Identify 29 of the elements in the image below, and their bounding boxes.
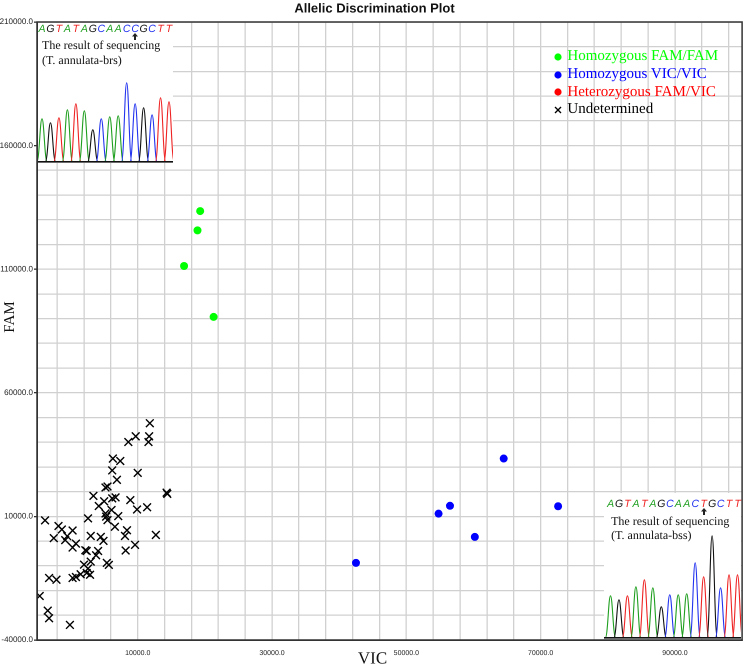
point	[554, 502, 562, 510]
y-tick-label: 210000.0	[0, 17, 34, 26]
y-tick-label: 10000.0	[4, 512, 34, 521]
point	[210, 312, 218, 321]
legend-label: Undetermined	[567, 101, 654, 118]
annotation: The result of sequencing	[42, 38, 160, 52]
point	[500, 454, 508, 463]
y-tick-label: -40000.0	[1, 635, 34, 644]
point	[193, 226, 202, 234]
annotation: (T. annulata-brs)	[42, 53, 122, 67]
point	[434, 510, 443, 518]
legend-label: Heterozygous FAM/VIC	[567, 84, 716, 101]
point	[196, 207, 204, 216]
legend-label: Homozygous FAM/FAM	[567, 48, 718, 66]
y-tick-label: 160000.0	[0, 140, 34, 150]
inset-panel: AGTATAGCAACTGCTT The result of sequencing (T. annulata-bss)	[604, 493, 742, 639]
y-axis-title: FAM	[2, 301, 18, 333]
inset-panel: AGTATAGCAACCGCTT The result of sequencing (T. annulata-brs)	[38, 23, 173, 163]
point	[180, 262, 188, 270]
point	[446, 502, 454, 510]
chart-title: Allelic Discrimination Plot	[294, 0, 456, 16]
annotation: The result of sequencing	[611, 514, 730, 528]
annotation: (T. annulata-bss)	[611, 528, 692, 542]
y-tick-label: 60000.0	[4, 388, 34, 398]
y-tick-label: 110000.0	[0, 264, 34, 274]
point	[470, 532, 479, 541]
point	[352, 558, 360, 567]
legend-label: Homozygous VIC/VIC	[567, 66, 707, 84]
x-axis-title: VIC	[358, 648, 388, 668]
